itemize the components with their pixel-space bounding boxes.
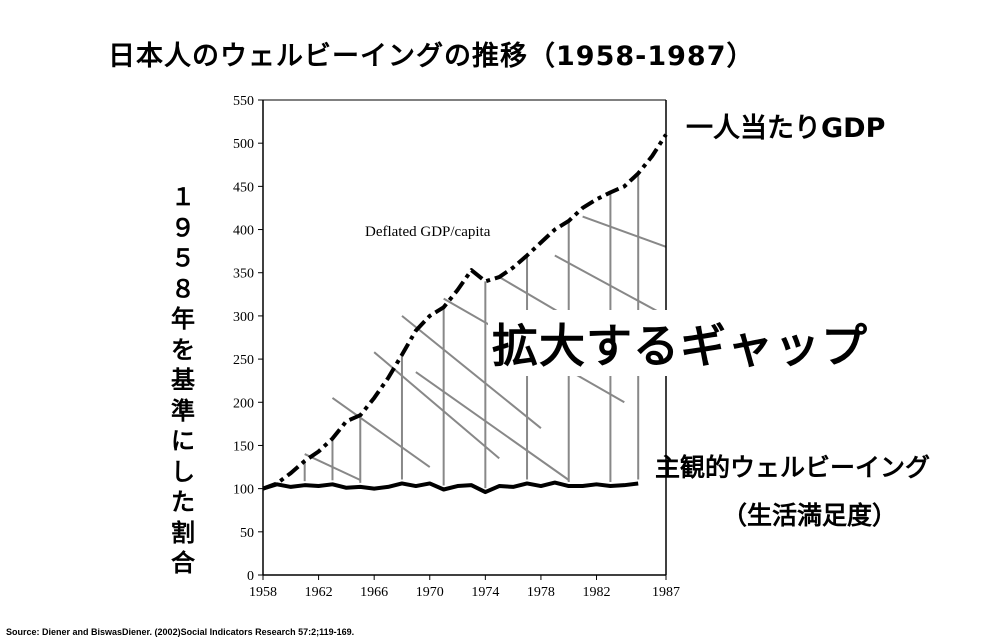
hatch-diagonal [304,453,361,481]
x-tick-label: 1966 [360,585,388,600]
y-axis-label-char: ８ [171,274,195,303]
y-tick-label: 300 [233,310,254,325]
swb-series-sublabel: （生活満足度） [722,501,898,530]
gdp-series-line [262,133,668,491]
y-axis-label-char: 基 [171,366,195,394]
hatch-diagonal [401,315,542,429]
x-tick-label: 1958 [249,585,277,600]
y-tick-label: 400 [233,224,254,239]
x-tick-label: 1974 [471,585,499,600]
hatch-diagonal [582,215,667,248]
y-ticks: 0 50 100 150 200 250 300 350 400 450 500 550 [233,94,263,584]
deflated-gdp-annotation: Deflated GDP/capita [365,224,491,240]
swb-series-label: 主観的ウェルビーイング [655,453,931,482]
y-axis-label-char: 合 [171,549,195,577]
x-tick-label: 1970 [416,585,444,600]
y-tick-label: 0 [247,569,254,584]
y-tick-label: 200 [233,396,254,411]
y-axis-label-char: を [171,335,195,364]
y-axis-label-char: た [171,488,195,516]
y-axis-label-char: ９ [171,213,195,242]
y-axis-label-char: 年 [171,305,195,333]
y-tick-label: 100 [233,483,254,498]
gap-label: 拡大するギャップ [488,310,872,376]
series-lines [262,133,668,495]
x-tick-label: 1987 [652,585,680,600]
y-tick-label: 350 [233,267,254,282]
y-axis-label-char: 準 [171,396,195,425]
y-axis-label-char: １ [171,183,195,211]
y-axis-label-char: し [171,457,195,486]
source-citation: Source: Diener and BiswasDiener. (2002)S… [6,627,355,637]
y-tick-label: 500 [233,137,254,152]
hatch-diagonal [331,397,431,468]
swb-series-line [262,480,639,495]
x-tick-label: 1982 [583,585,611,600]
y-axis-label-char: ５ [171,244,195,272]
y-tick-label: 450 [233,180,254,195]
y-tick-label: 50 [240,526,254,541]
x-ticks: 1958 1962 1966 1970 1974 1978 1982 1987 [249,575,680,600]
hatch-diagonal [415,371,570,481]
x-tick-label: 1978 [527,585,555,600]
hatch-diagonal [554,254,667,317]
y-tick-label: 550 [233,94,254,109]
y-axis-label-char: に [171,427,195,455]
gdp-series-label: 一人当たりGDP [686,113,886,144]
x-tick-label: 1962 [305,585,333,600]
y-axis-label-char: 割 [171,518,195,547]
chart-title: 日本人のウェルビーイングの推移（1958-1987） [108,41,755,72]
y-tick-label: 150 [233,439,254,454]
y-tick-label: 250 [233,353,254,368]
